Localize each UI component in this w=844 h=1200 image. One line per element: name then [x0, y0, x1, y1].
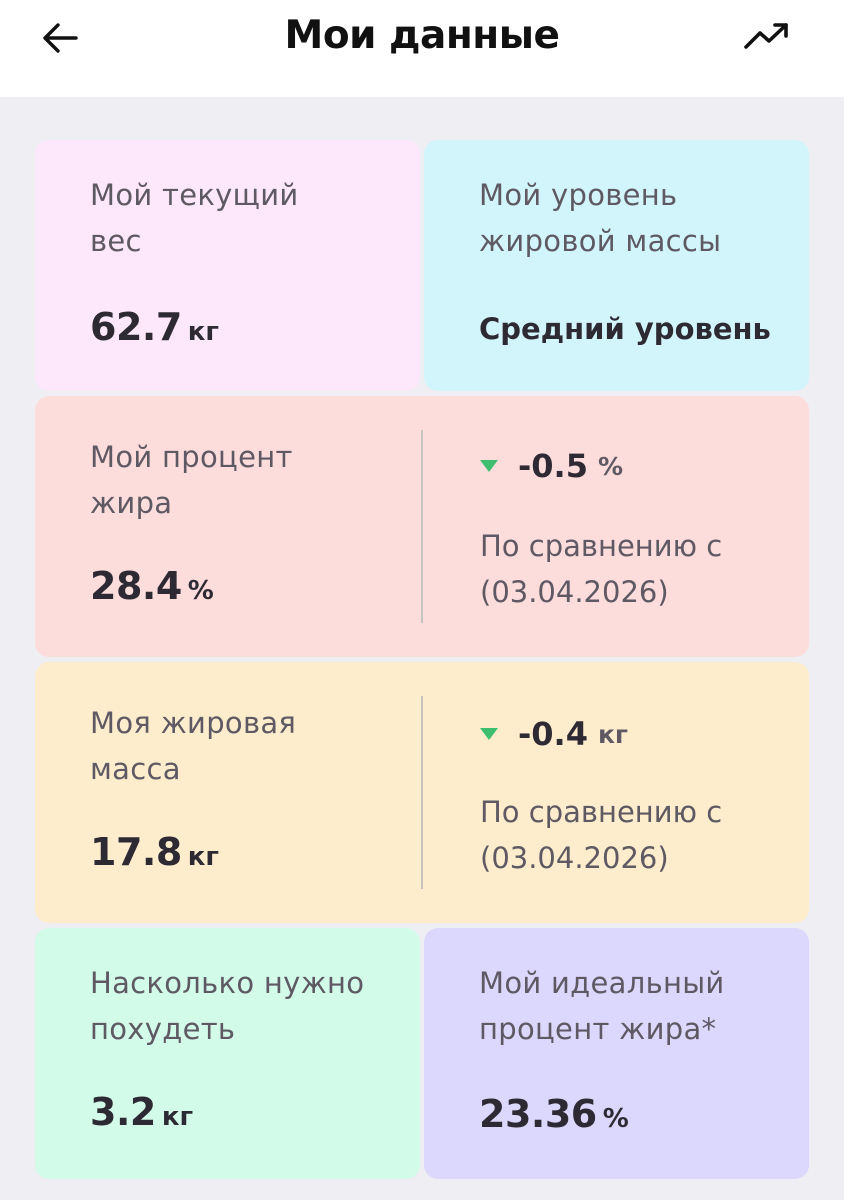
weight-number: 62.7 [90, 305, 182, 349]
ideal-fat-number: 23.36 [479, 1092, 597, 1136]
fat-percent-divider [421, 430, 423, 623]
fat-percent-delta: -0.5% [480, 446, 623, 486]
arrow-left-icon [43, 23, 78, 53]
triangle-down-icon [480, 728, 498, 740]
weight-to-lose-label: Насколько нужно похудеть [90, 966, 365, 1046]
fat-percent-delta-number: -0.5 [518, 447, 588, 485]
fat-mass-delta: -0.4 кг [480, 714, 628, 754]
fat-level-card[interactable]: Мой уровень жировой массы Средний уровен… [424, 140, 809, 391]
fat-mass-unit: кг [187, 842, 219, 872]
triangle-down-icon [480, 460, 498, 472]
weight-to-lose-number: 3.2 [90, 1090, 156, 1134]
fat-percent-compare: По сравнению с (03.04.2026) [480, 523, 722, 615]
weight-value: 62.7 кг [90, 305, 219, 349]
fat-percent-label: Мой процент жира [90, 440, 293, 520]
trending-up-icon [744, 23, 788, 49]
weight-unit: кг [187, 317, 219, 347]
ideal-fat-unit: % [602, 1104, 629, 1134]
fat-level-label: Мой уровень жировой массы [479, 178, 722, 258]
fat-percent-delta-unit: % [597, 451, 624, 481]
fat-mass-number: 17.8 [90, 830, 182, 874]
weight-to-lose-card[interactable]: Насколько нужно похудеть 3.2 кг [35, 928, 420, 1179]
fat-mass-value: 17.8 кг [90, 830, 219, 874]
weight-card[interactable]: Мой текущий вес 62.7 кг [35, 140, 420, 391]
fat-mass-compare: По сравнению с (03.04.2026) [480, 789, 722, 881]
fat-level-text: Средний уровень [479, 312, 771, 346]
weight-to-lose-value: 3.2 кг [90, 1090, 193, 1134]
fat-mass-compare-text: По сравнению с [480, 795, 723, 829]
trend-button[interactable] [742, 14, 792, 58]
fat-mass-delta-number: -0.4 [518, 715, 588, 753]
ideal-fat-value: 23.36% [479, 1092, 629, 1136]
fat-percent-compare-date: (03.04.2026) [480, 575, 669, 609]
page-title: Мои данные [284, 13, 560, 58]
back-button[interactable] [38, 16, 82, 60]
fat-level-value: Средний уровень [479, 312, 771, 346]
fat-percent-compare-text: По сравнению с [480, 529, 723, 563]
fat-mass-card[interactable]: Моя жировая масса 17.8 кг -0.4 кг По сравн… [35, 662, 809, 923]
fat-mass-delta-unit: кг [597, 719, 628, 749]
fat-percent-value: 28.4% [90, 564, 214, 608]
ideal-fat-label: Мой идеальный процент жира* [479, 966, 725, 1046]
fat-mass-divider [421, 696, 423, 889]
weight-label: Мой текущий вес [90, 178, 299, 258]
fat-mass-compare-date: (03.04.2026) [480, 841, 669, 875]
fat-percent-card[interactable]: Мой процент жира 28.4% -0.5% По сравнени… [35, 396, 809, 657]
ideal-fat-card[interactable]: Мой идеальный процент жира* 23.36% [424, 928, 809, 1179]
fat-mass-label: Моя жировая масса [90, 706, 297, 786]
header: Мои данные [0, 0, 844, 97]
fat-percent-unit: % [187, 576, 214, 606]
weight-to-lose-unit: кг [161, 1102, 194, 1132]
fat-percent-number: 28.4 [90, 564, 182, 608]
